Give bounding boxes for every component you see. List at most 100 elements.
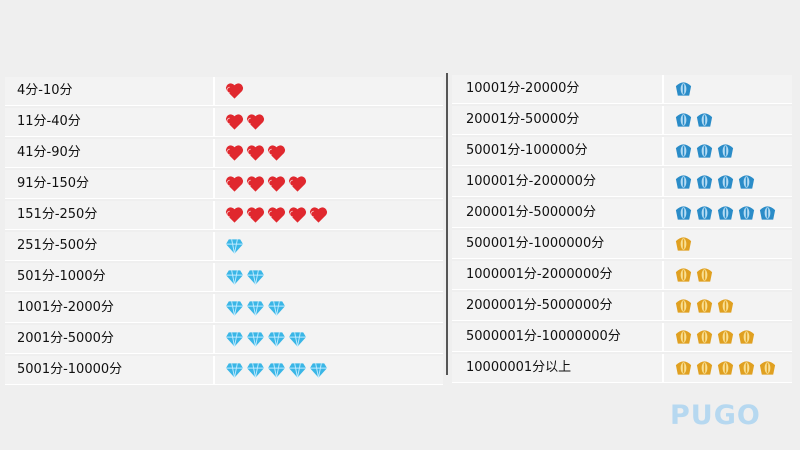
- gold-crown-icon: [716, 297, 735, 315]
- score-range: 91分-150分: [5, 170, 215, 198]
- level-icons: [664, 323, 756, 351]
- table-row: 251分-500分: [5, 232, 443, 261]
- blue-crown-icon: [674, 173, 693, 191]
- level-icons: [664, 261, 714, 289]
- gold-crown-icon: [695, 266, 714, 284]
- heart-icon: [288, 175, 307, 193]
- level-icons: [664, 75, 693, 103]
- score-range: 1000001分-2000000分: [452, 261, 664, 289]
- table-row: 2000001分-5000000分: [452, 292, 792, 321]
- blue-crown-icon: [695, 204, 714, 222]
- gold-crown-icon: [737, 359, 756, 377]
- table-row: 500001分-1000000分: [452, 230, 792, 259]
- level-icons: [215, 201, 328, 229]
- level-icons: [664, 168, 756, 196]
- level-icons: [664, 230, 693, 258]
- heart-icon: [225, 113, 244, 131]
- score-range: 20001分-50000分: [452, 106, 664, 134]
- diamond-icon: [246, 330, 265, 348]
- score-range: 251分-500分: [5, 232, 215, 260]
- level-icons: [215, 263, 265, 291]
- left-level-table: 4分-10分 11分-40分 41分-90分 91分-150分 151分-250分 251…: [5, 77, 443, 387]
- score-range: 10000001分以上: [452, 354, 664, 382]
- table-row: 5000001分-10000000分: [452, 323, 792, 352]
- gold-crown-icon: [674, 235, 693, 253]
- diamond-icon: [309, 361, 328, 379]
- score-range: 50001分-100000分: [452, 137, 664, 165]
- blue-crown-icon: [674, 80, 693, 98]
- table-row: 1001分-2000分: [5, 294, 443, 323]
- diamond-icon: [246, 361, 265, 379]
- table-row: 91分-150分: [5, 170, 443, 199]
- diamond-icon: [225, 268, 244, 286]
- gold-crown-icon: [674, 297, 693, 315]
- score-range: 1001分-2000分: [5, 294, 215, 322]
- table-row: 10001分-20000分: [452, 75, 792, 104]
- score-range: 41分-90分: [5, 139, 215, 167]
- diamond-icon: [267, 299, 286, 317]
- table-row: 200001分-500000分: [452, 199, 792, 228]
- heart-icon: [225, 82, 244, 100]
- score-range: 501分-1000分: [5, 263, 215, 291]
- score-range: 2000001分-5000000分: [452, 292, 664, 320]
- blue-crown-icon: [695, 142, 714, 160]
- diamond-icon: [225, 361, 244, 379]
- heart-icon: [246, 206, 265, 224]
- table-row: 50001分-100000分: [452, 137, 792, 166]
- gold-crown-icon: [695, 328, 714, 346]
- score-range: 5000001分-10000000分: [452, 323, 664, 351]
- gold-crown-icon: [716, 328, 735, 346]
- heart-icon: [225, 206, 244, 224]
- table-row: 41分-90分: [5, 139, 443, 168]
- heart-icon: [288, 206, 307, 224]
- score-range: 100001分-200000分: [452, 168, 664, 196]
- table-row: 151分-250分: [5, 201, 443, 230]
- gold-crown-icon: [695, 359, 714, 377]
- heart-icon: [309, 206, 328, 224]
- gold-crown-icon: [674, 328, 693, 346]
- table-row: 11分-40分: [5, 108, 443, 137]
- score-range: 4分-10分: [5, 77, 215, 105]
- level-icons: [215, 232, 244, 260]
- blue-crown-icon: [758, 204, 777, 222]
- level-icons: [215, 77, 244, 105]
- table-row: 2001分-5000分: [5, 325, 443, 354]
- diamond-icon: [225, 330, 244, 348]
- blue-crown-icon: [737, 204, 756, 222]
- gold-crown-icon: [695, 297, 714, 315]
- level-icons: [215, 325, 307, 353]
- diamond-icon: [225, 299, 244, 317]
- heart-icon: [246, 144, 265, 162]
- gold-crown-icon: [674, 359, 693, 377]
- level-icons: [664, 292, 735, 320]
- diamond-icon: [246, 299, 265, 317]
- blue-crown-icon: [716, 142, 735, 160]
- table-row: 5001分-10000分: [5, 356, 443, 385]
- diamond-icon: [288, 330, 307, 348]
- blue-crown-icon: [674, 142, 693, 160]
- level-icons: [664, 199, 777, 227]
- diamond-icon: [225, 237, 244, 255]
- heart-icon: [267, 175, 286, 193]
- gold-crown-icon: [737, 328, 756, 346]
- score-range: 11分-40分: [5, 108, 215, 136]
- heart-icon: [225, 175, 244, 193]
- level-icons: [664, 137, 735, 165]
- table-row: 20001分-50000分: [452, 106, 792, 135]
- diamond-icon: [288, 361, 307, 379]
- table-row: 10000001分以上: [452, 354, 792, 383]
- level-icons: [664, 106, 714, 134]
- gold-crown-icon: [758, 359, 777, 377]
- table-divider: [446, 73, 448, 375]
- right-level-table: 10001分-20000分 20001分-50000分 50001分-100000分…: [452, 75, 792, 385]
- blue-crown-icon: [716, 173, 735, 191]
- level-icons: [215, 294, 286, 322]
- diamond-icon: [267, 330, 286, 348]
- table-row: 501分-1000分: [5, 263, 443, 292]
- score-range: 2001分-5000分: [5, 325, 215, 353]
- diamond-icon: [267, 361, 286, 379]
- heart-icon: [246, 175, 265, 193]
- level-icons: [215, 170, 307, 198]
- table-row: 1000001分-2000000分: [452, 261, 792, 290]
- gold-crown-icon: [716, 359, 735, 377]
